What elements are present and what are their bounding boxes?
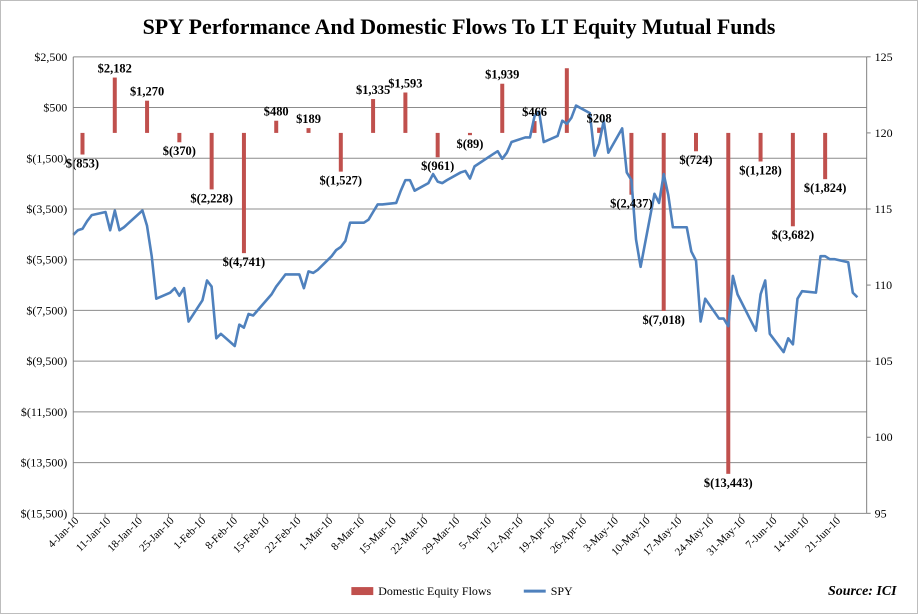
flow-bar xyxy=(758,132,763,162)
flow-data-label: $189 xyxy=(296,112,321,126)
chart-title: SPY Performance And Domestic Flows To LT… xyxy=(143,14,776,39)
flow-data-label: $(7,018) xyxy=(642,313,685,327)
flow-bar xyxy=(823,132,828,180)
flow-data-label: $(13,443) xyxy=(704,476,753,490)
legend-swatch-domestic-equity-flows xyxy=(351,587,374,596)
spy-line-layer xyxy=(72,104,859,354)
flow-data-label: $(2,437) xyxy=(610,197,653,211)
y-left-tick-label: $(13,500) xyxy=(20,456,67,470)
x-tick-label: 1-Mar-10 xyxy=(297,515,335,553)
flow-data-label: $(1,824) xyxy=(804,181,847,195)
y-left-tick-label: $(7,500) xyxy=(26,303,67,317)
y-left-tick-label: $(1,500) xyxy=(26,151,67,165)
flow-bar xyxy=(241,132,246,254)
y-left-tick-label: $2,500 xyxy=(34,50,67,64)
flow-data-label: $(724) xyxy=(679,153,712,167)
legend-label-spy: SPY xyxy=(551,584,573,598)
legend: Domestic Equity Flows SPY xyxy=(351,584,573,598)
y-left-tick-label: $(3,500) xyxy=(26,202,67,216)
flow-bar xyxy=(435,132,440,158)
flow-bar xyxy=(145,100,150,133)
flow-bar xyxy=(274,120,279,133)
flow-data-label: $1,270 xyxy=(130,85,164,99)
flow-data-label: $(89) xyxy=(456,137,483,151)
source-note: Source: ICI xyxy=(828,584,897,599)
y-right-tick-label: 100 xyxy=(875,430,893,444)
y-right-tick-label: 105 xyxy=(875,354,893,368)
flow-bar xyxy=(500,83,505,133)
flow-bar xyxy=(403,92,408,133)
axes: $2,500 $500 $(1,500) $(3,500) $(5,500) $(7,50… xyxy=(20,50,892,558)
flow-bar xyxy=(693,132,698,152)
flow-data-label: $1,593 xyxy=(388,77,422,91)
flow-data-label: $(1,527) xyxy=(320,174,363,188)
y-left-tick-label: $(15,500) xyxy=(20,506,67,520)
x-tick-label: 21-Jun-10 xyxy=(803,515,843,555)
legend-label-domestic-equity-flows: Domestic Equity Flows xyxy=(378,584,491,598)
flow-bar xyxy=(371,99,376,133)
flow-data-label: $(1,128) xyxy=(739,163,782,177)
flow-data-label: $466 xyxy=(522,105,547,119)
flow-bar xyxy=(338,132,343,172)
flow-bar xyxy=(306,128,311,133)
y-right-tick-label: 110 xyxy=(875,278,893,292)
y-right-tick-label: 120 xyxy=(875,126,893,140)
flow-bar xyxy=(209,132,214,190)
flow-data-label: $1,335 xyxy=(356,83,390,97)
flow-data-labels: $(853) $2,182 $1,270 $(370) $(2,228) $(4,741)… xyxy=(66,62,847,490)
flow-data-label: $1,939 xyxy=(485,68,519,82)
flow-data-label: $(853) xyxy=(66,156,99,170)
y-left-tick-label: $(11,500) xyxy=(21,405,67,419)
flow-data-label: $(3,682) xyxy=(772,228,815,242)
y-right-tick-label: 125 xyxy=(875,50,893,64)
flow-data-label: $(961) xyxy=(421,159,454,173)
flow-bar xyxy=(597,127,602,133)
flow-data-label: $(2,228) xyxy=(190,191,233,205)
flow-data-label: $(370) xyxy=(163,144,196,158)
flow-bar xyxy=(80,132,85,155)
flow-bar xyxy=(177,132,182,143)
y-left-tick-label: $(9,500) xyxy=(26,354,67,368)
flow-data-label: $2,182 xyxy=(98,62,132,76)
y-left-tick-label: $(5,500) xyxy=(26,253,67,267)
flow-bar xyxy=(532,121,537,133)
flow-bar xyxy=(112,77,117,133)
y-right-tick-label: 95 xyxy=(875,506,887,520)
flow-data-label: $(4,741) xyxy=(223,255,266,269)
flow-bar xyxy=(790,132,795,227)
flow-bar xyxy=(467,132,472,136)
flow-bar xyxy=(726,132,731,474)
flow-bar xyxy=(661,132,666,311)
gridlines xyxy=(73,56,867,514)
y-left-tick-label: $500 xyxy=(43,101,67,115)
flow-bars xyxy=(80,68,828,474)
x-tick-label: 1-Feb-10 xyxy=(171,515,208,552)
flow-data-label: $208 xyxy=(587,112,612,126)
flow-data-label: $480 xyxy=(264,105,289,119)
y-right-tick-label: 115 xyxy=(875,202,893,216)
x-tick-label: 25-Jan-10 xyxy=(137,515,177,555)
spy-line xyxy=(72,104,859,354)
flow-bar xyxy=(564,68,569,133)
flow-bar xyxy=(629,132,634,195)
